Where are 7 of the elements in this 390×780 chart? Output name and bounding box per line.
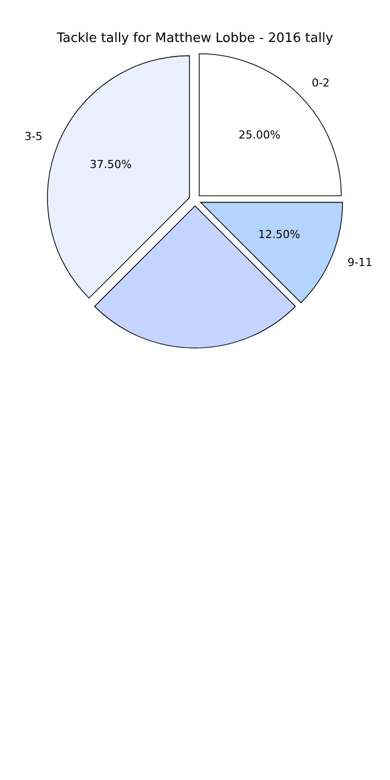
data-label: 12.50% (258, 228, 300, 241)
data-label: 25.00% (238, 128, 280, 142)
slice-label: 9-11 (347, 256, 372, 270)
data-label: 37.50% (90, 158, 132, 172)
chart-title: Tackle tally for Matthew Lobbe - 2016 tally (56, 31, 334, 46)
slice-label: 0-2 (312, 76, 330, 90)
slice-label: 3-5 (24, 130, 43, 143)
